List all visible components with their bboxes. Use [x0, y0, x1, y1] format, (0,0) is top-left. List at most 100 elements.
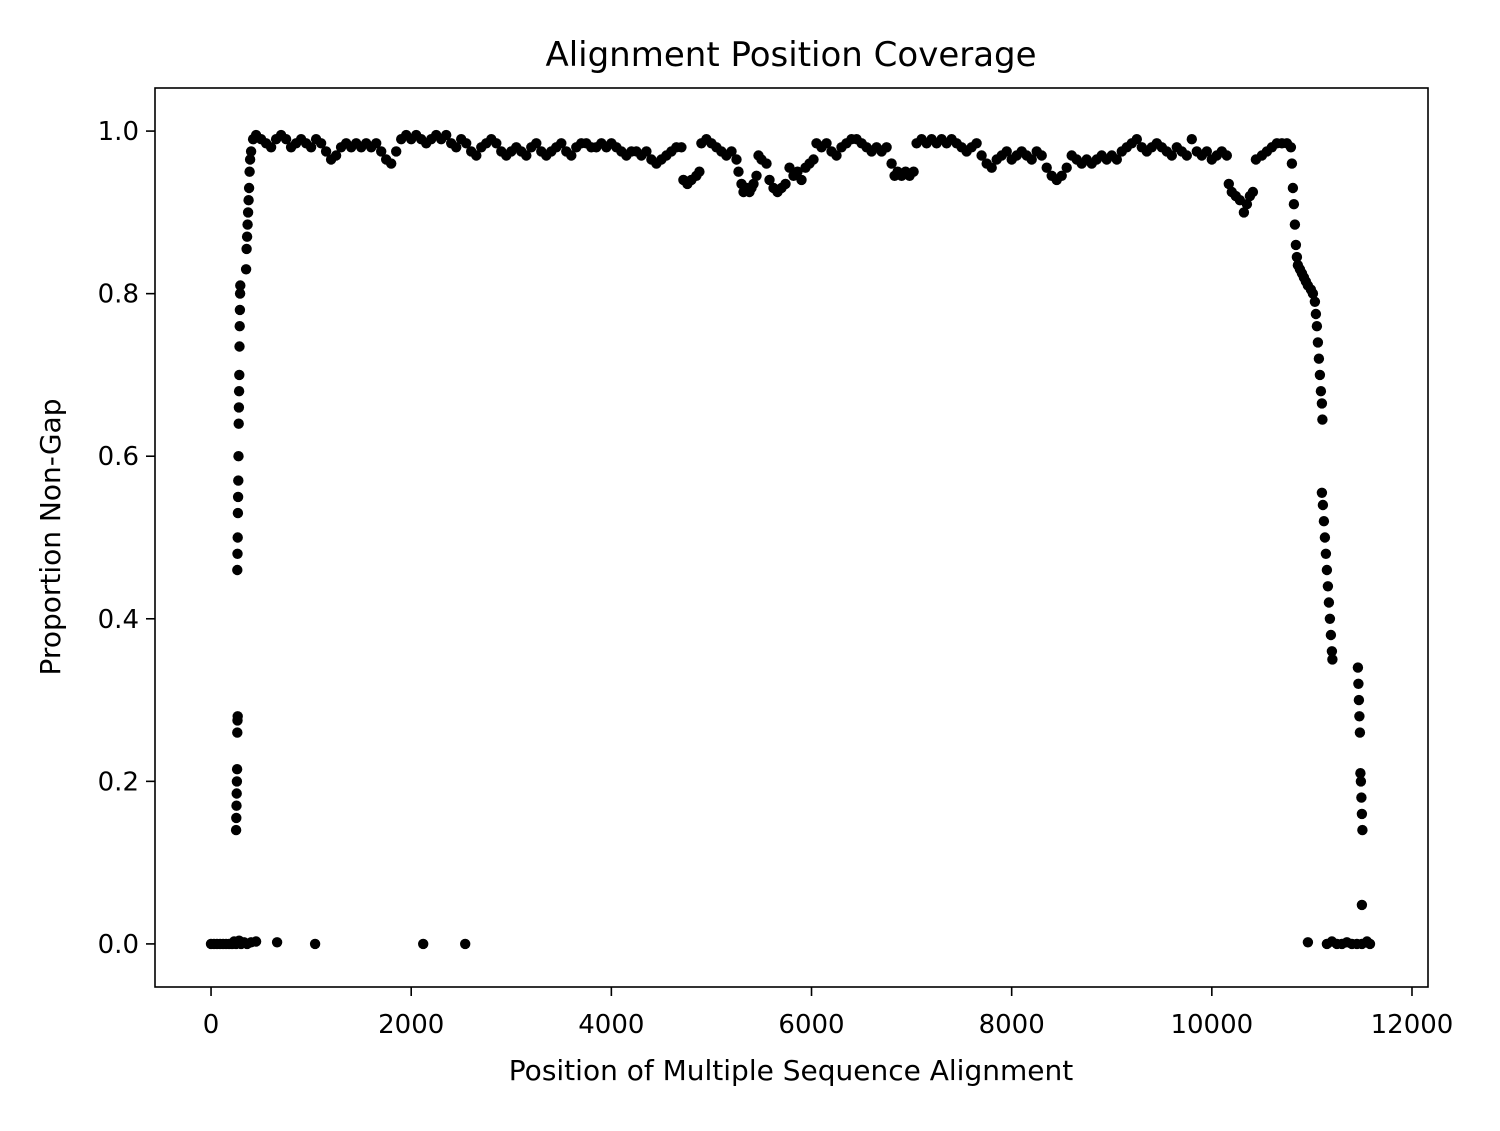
data-point [1324, 613, 1336, 624]
data-point [1131, 134, 1143, 145]
data-point [1354, 727, 1366, 738]
data-point [1313, 353, 1325, 364]
data-point [233, 451, 244, 462]
data-point [231, 812, 242, 824]
data-point [233, 402, 245, 413]
data-point [1315, 386, 1327, 397]
data-point [271, 937, 283, 948]
data-point [1061, 162, 1072, 173]
data-point [1356, 899, 1368, 911]
data-point [1166, 150, 1178, 161]
data-point [761, 158, 772, 169]
data-point [1355, 768, 1366, 779]
data-point [1319, 532, 1331, 543]
data-point [441, 129, 452, 141]
data-point [1364, 938, 1376, 950]
data-point [491, 138, 502, 149]
data-point [1186, 134, 1198, 145]
data-points [205, 129, 1376, 950]
data-point [1221, 150, 1233, 161]
data-point [315, 138, 327, 149]
data-point [1355, 776, 1367, 787]
data-point [232, 532, 243, 543]
data-point [245, 146, 257, 157]
data-point [1326, 646, 1338, 657]
data-point [234, 304, 246, 316]
data-point [1285, 142, 1297, 153]
y-tick-label: 0.2 [98, 767, 139, 797]
data-point [330, 150, 342, 161]
data-point [1001, 146, 1012, 157]
data-point [241, 231, 253, 242]
data-point [233, 386, 245, 397]
x-tick-label: 2000 [378, 1010, 444, 1040]
data-point [233, 418, 244, 429]
data-point [234, 321, 245, 332]
data-point [1289, 219, 1301, 230]
data-point [460, 938, 471, 950]
x-tick-label: 10000 [1170, 1010, 1253, 1040]
x-tick-label: 6000 [778, 1010, 844, 1040]
data-point [232, 548, 243, 559]
data-point [471, 150, 482, 161]
data-point [231, 776, 243, 787]
data-point [531, 138, 542, 149]
data-point [1314, 369, 1326, 381]
data-point [231, 764, 243, 775]
data-point [881, 142, 892, 153]
data-point [1318, 516, 1330, 527]
data-point [232, 491, 244, 503]
data-point [309, 938, 321, 950]
data-point [1286, 158, 1298, 169]
data-point [386, 158, 397, 169]
data-point [418, 938, 429, 950]
plot-frame [154, 87, 1429, 988]
data-point [1288, 199, 1300, 210]
data-point [1323, 597, 1335, 608]
data-point [556, 138, 567, 149]
data-point [280, 134, 292, 145]
data-point [1247, 186, 1259, 198]
data-point [1056, 170, 1067, 181]
x-tick-label: 8000 [979, 1010, 1045, 1040]
data-point [233, 475, 244, 486]
data-point [1316, 398, 1328, 409]
data-point [971, 138, 982, 149]
data-point [1327, 654, 1338, 665]
data-point [792, 166, 803, 177]
data-point [232, 564, 243, 576]
data-point [1312, 337, 1324, 348]
data-point [320, 146, 332, 157]
data-point [986, 162, 997, 173]
data-point [1316, 487, 1328, 498]
y-tick-label: 0.6 [98, 442, 139, 472]
data-point [371, 138, 382, 149]
data-point [1356, 792, 1367, 803]
data-point [1309, 296, 1321, 307]
data-point [305, 142, 317, 153]
data-point [376, 146, 387, 157]
data-point [1320, 548, 1332, 559]
data-point [244, 166, 255, 177]
data-point [521, 150, 532, 161]
data-point [461, 138, 472, 149]
data-point [1317, 414, 1328, 425]
data-point [231, 788, 242, 799]
data-point [1321, 564, 1333, 576]
data-point [908, 166, 919, 177]
data-point [1356, 808, 1368, 820]
y-tick-label: 0.0 [98, 930, 139, 960]
data-point [886, 158, 897, 169]
y-axis-ticks: 0.0 0.2 0.4 0.6 0.8 1.0 [98, 117, 155, 960]
data-point [1302, 937, 1314, 948]
data-point [1353, 678, 1364, 689]
data-point [241, 243, 252, 255]
data-point [566, 150, 577, 161]
chart-title: Alignment Position Coverage [545, 35, 1036, 75]
data-point [234, 288, 246, 299]
data-point [230, 824, 242, 836]
data-point [1111, 154, 1123, 165]
data-point [796, 174, 807, 186]
data-point [244, 154, 256, 165]
